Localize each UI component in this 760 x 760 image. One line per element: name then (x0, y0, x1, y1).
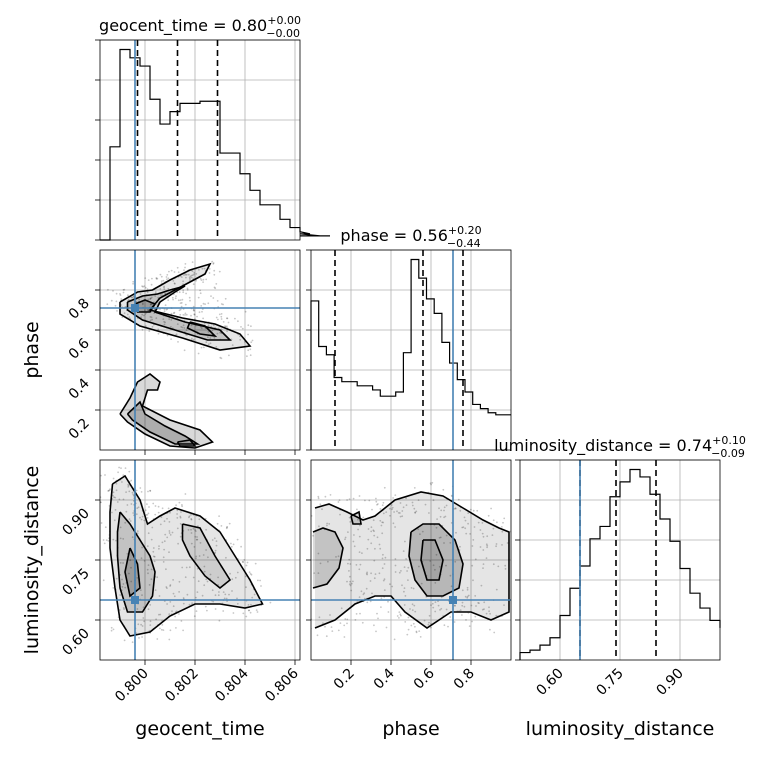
hist-step-luminosity_distance (519, 468, 721, 660)
x-axis-label-luminosity_distance: luminosity_distance (526, 718, 715, 740)
contour-luminosity_distance_vs_phase-3 (420, 539, 444, 581)
y-tick-label-luminosity_distance-0: 0.60 (59, 626, 92, 659)
x-tick-label-phase-1: 0.4 (371, 665, 398, 692)
truth-point (131, 596, 139, 604)
panel-title-phase: phase = 0.56+0.20 (340, 224, 481, 245)
contour-phase_vs_geocent_time-4 (119, 373, 215, 449)
panel-title-minus-phase: −0.44 (447, 237, 481, 250)
panel-title-minus-luminosity_distance: −0.09 (711, 447, 745, 460)
y-axis-label-luminosity_distance: luminosity_distance (21, 466, 43, 655)
panel-title-luminosity_distance: luminosity_distance = 0.74+0.10 (494, 434, 746, 456)
x-tick-label-phase-3: 0.8 (451, 666, 478, 693)
contour-luminosity_distance_vs_phase-1 (312, 527, 344, 589)
y-tick-label-phase-1: 0.4 (66, 375, 93, 402)
truth-point (131, 304, 139, 312)
x-tick-label-luminosity_distance-1: 0.75 (593, 666, 626, 699)
x-tick-label-geocent_time-0: 0.800 (112, 666, 152, 706)
x-tick-label-luminosity_distance-2: 0.90 (653, 666, 686, 699)
contour-luminosity_distance_vs_geocent_time-1 (116, 511, 156, 613)
y-tick-label-phase-0: 0.2 (66, 416, 93, 443)
contour-luminosity_distance_vs_geocent_time-0 (109, 474, 264, 637)
contour-luminosity_distance_vs_geocent_time-3 (181, 523, 232, 590)
y-tick-label-luminosity_distance-1: 0.75 (59, 566, 92, 599)
scatter-points (106, 260, 254, 360)
contour-phase_vs_geocent_time-0 (119, 262, 252, 351)
hist-panel-phase: phase = 0.56+0.20−0.44 (306, 224, 512, 451)
y-axis-label-phase: phase (21, 321, 43, 378)
hist-panel-luminosity_distance: luminosity_distance = 0.74+0.10−0.09 (494, 434, 746, 661)
contour-phase_vs_geocent_time-3 (186, 321, 218, 338)
panel-title-minus-geocent_time: −0.00 (266, 27, 300, 40)
x-tick-label-geocent_time-1: 0.802 (162, 666, 202, 706)
density-panel-luminosity_distance_vs_phase (306, 459, 512, 665)
truth-point (449, 596, 457, 604)
x-tick-label-geocent_time-2: 0.804 (212, 665, 252, 705)
panel-title-geocent_time: geocent_time = 0.80+0.00 (99, 14, 301, 36)
x-axis-label-geocent_time: geocent_time (135, 718, 264, 740)
contour-luminosity_distance_vs_phase-4 (350, 510, 362, 525)
y-tick-label-phase-2: 0.6 (66, 335, 93, 362)
contour-luminosity_distance_vs_phase-0 (314, 491, 510, 629)
scatter-points (311, 481, 511, 641)
hist-panel-geocent_time: geocent_time = 0.80+0.00−0.00 (95, 14, 330, 241)
x-tick-label-phase-0: 0.2 (331, 666, 358, 693)
hist-step-phase (310, 258, 511, 450)
contour-phase_vs_geocent_time-6 (176, 439, 197, 447)
y-tick-label-phase-3: 0.8 (66, 296, 93, 323)
contour-phase_vs_geocent_time-5 (126, 400, 201, 445)
y-tick-label-luminosity_distance-2: 0.90 (59, 506, 92, 539)
x-tick-label-luminosity_distance-0: 0.60 (533, 666, 566, 699)
x-tick-label-geocent_time-3: 0.806 (262, 665, 302, 705)
contour-phase_vs_geocent_time-1 (126, 285, 232, 341)
density-panel-phase_vs_geocent_time (95, 249, 301, 455)
x-axis-label-phase: phase (382, 718, 439, 740)
x-tick-label-phase-2: 0.6 (411, 665, 438, 692)
density-panel-luminosity_distance_vs_geocent_time (95, 459, 301, 665)
contour-luminosity_distance_vs_phase-2 (408, 523, 464, 597)
